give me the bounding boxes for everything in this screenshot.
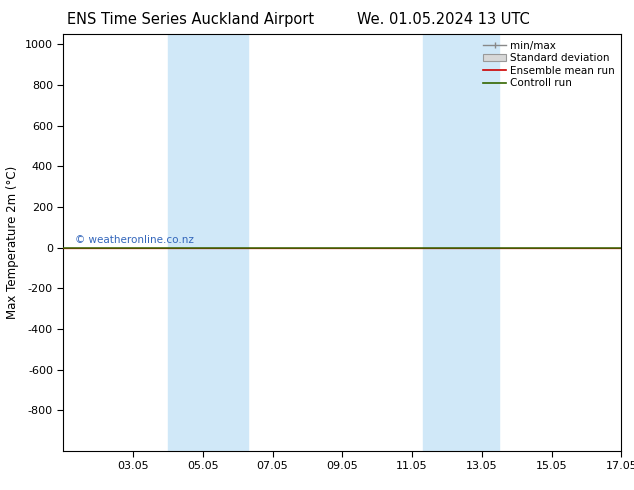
Legend: min/max, Standard deviation, Ensemble mean run, Controll run: min/max, Standard deviation, Ensemble me… xyxy=(479,36,619,93)
Bar xyxy=(168,34,248,451)
Text: © weatheronline.co.nz: © weatheronline.co.nz xyxy=(75,236,193,245)
Text: ENS Time Series Auckland Airport: ENS Time Series Auckland Airport xyxy=(67,12,314,27)
Text: We. 01.05.2024 13 UTC: We. 01.05.2024 13 UTC xyxy=(358,12,530,27)
Y-axis label: Max Temperature 2m (°C): Max Temperature 2m (°C) xyxy=(6,166,20,319)
Bar xyxy=(422,34,500,451)
